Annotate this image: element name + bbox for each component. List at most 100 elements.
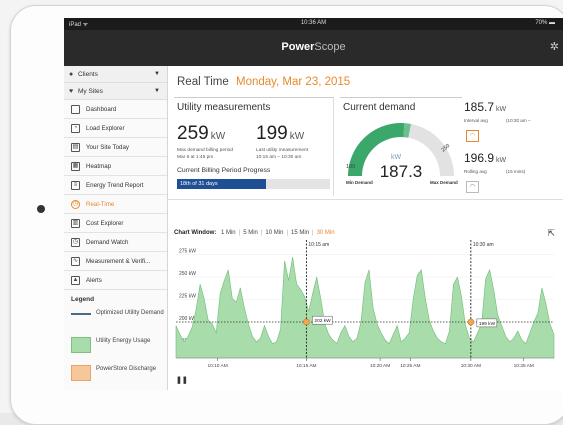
legend-label: PowerStore Discharge xyxy=(96,366,157,372)
interval-gauge-button[interactable]: ◠ xyxy=(466,130,479,142)
billing-progress-title: Current Billing Period Progress xyxy=(177,167,271,174)
sidebar-item-label: Energy Trend Report xyxy=(86,182,144,189)
sites-label: My Sites xyxy=(78,88,103,95)
x-tick-label: 10:20 AM xyxy=(370,363,390,369)
y-tick-label: 275 kW xyxy=(179,249,196,255)
gauge-value: 187.3 xyxy=(380,162,423,181)
sidebar-item-label: Real-Time xyxy=(86,201,115,208)
legend-swatch xyxy=(71,365,91,381)
calendar-icon: ▤ xyxy=(71,143,80,152)
document-icon xyxy=(71,105,80,114)
separator: | xyxy=(312,230,314,236)
gear-icon[interactable]: ✲ xyxy=(549,41,559,53)
time-marker-label: 10:15 am xyxy=(308,242,329,248)
app-header: PowerScope ✲ xyxy=(64,30,563,66)
chart-window-option[interactable]: 30 Min xyxy=(316,230,335,236)
billing-progress-bar: 18th of 31 days xyxy=(177,179,330,189)
interval-avg-value: 185.7 kW xyxy=(464,100,506,114)
legend-label: Utility Energy Usage xyxy=(96,338,151,344)
gauge-left-tick: 180 xyxy=(346,164,355,170)
pause-icon[interactable]: ❚❚ xyxy=(176,377,188,384)
utility-title: Utility measurements xyxy=(177,102,271,113)
sidebar-item-label: Cost Explorer xyxy=(86,220,124,227)
max-demand-date: Mar 6 at 1:45 pm xyxy=(177,155,214,160)
main-content: Real Time Monday, Mar 23, 2015 Utility m… xyxy=(168,66,563,390)
billing-progress-fill: 18th of 31 days xyxy=(177,179,266,189)
max-demand-value: 259 kW xyxy=(177,123,225,145)
legend-item: Utility Energy Usage xyxy=(64,337,167,359)
time-marker-label: 10:30 am xyxy=(473,242,494,248)
sidebar-item-demand-watch[interactable]: ◷ Demand Watch xyxy=(64,233,167,252)
status-time: 10:36 AM xyxy=(300,20,327,26)
chart-window-selector: Chart Window: 1 Min | 5 Min | 10 Min | 15 Min |… xyxy=(174,230,335,236)
sidebar-item-energy-trend-report[interactable]: ≡ Energy Trend Report xyxy=(64,176,167,195)
alert-icon: ▲ xyxy=(71,276,80,285)
clients-selector[interactable]: ● Clients ▼ xyxy=(64,66,167,83)
person-icon: ● xyxy=(69,71,74,78)
gauge-fill xyxy=(348,123,405,177)
rolling-avg-value: 196.9 kW xyxy=(464,151,506,165)
sidebar-item-label: Load Explorer xyxy=(86,125,125,132)
sidebar-item-label: Heatmap xyxy=(86,163,112,170)
last-measure-value: 199 kW xyxy=(256,123,304,145)
rolling-gauge-button[interactable]: ◠ xyxy=(466,181,479,193)
y-tick-label: 250 kW xyxy=(179,271,196,277)
gauge-unit: kW xyxy=(391,154,402,161)
clients-label: Clients xyxy=(78,71,98,78)
sidebar-item-real-time[interactable]: ◷ Real-Time xyxy=(64,195,167,214)
chart-icon: ∿ xyxy=(71,257,80,266)
sidebar-item-label: Alerts xyxy=(86,277,102,284)
x-tick-label: 10:35 AM xyxy=(514,363,534,369)
x-tick-label: 10:25 AM xyxy=(400,363,420,369)
y-tick-label: 225 kW xyxy=(179,294,196,300)
expand-icon[interactable]: ⇱ xyxy=(547,228,555,238)
energy-usage-area xyxy=(175,257,555,359)
app-screen: iPad ᯤ 10:36 AM 70% ▬ PowerScope ✲ ● Cli… xyxy=(64,18,563,390)
x-tick-label: 10:15 AM xyxy=(296,363,316,369)
sites-selector[interactable]: ♥ My Sites ▼ xyxy=(64,83,167,100)
max-demand-number: 259 xyxy=(177,123,209,144)
status-carrier: iPad ᯤ xyxy=(69,22,89,28)
chart-window-label: Chart Window: xyxy=(174,230,217,236)
x-tick-label: 10:30 AM xyxy=(461,363,481,369)
x-tick-label: 10:10 AM xyxy=(207,363,227,369)
separator: | xyxy=(286,230,288,236)
legend-item: PowerStore Discharge xyxy=(64,365,167,387)
page-title-text: Real Time xyxy=(177,76,229,88)
sidebar-item-heatmap[interactable]: ▦ Heatmap xyxy=(64,157,167,176)
sidebar-item-measurement-verifi[interactable]: ∿ Measurement & Verifi... xyxy=(64,252,167,271)
gauge-max-label: Max Demand xyxy=(430,180,458,185)
last-measure-caption: Last utility measurement xyxy=(256,148,308,153)
gauge-fill-edge xyxy=(403,123,411,138)
discharge-point xyxy=(303,318,310,326)
sidebar-item-load-explorer[interactable]: ◔ Load Explorer xyxy=(64,119,167,138)
chevron-down-icon: ▼ xyxy=(154,88,160,94)
chart-window-option[interactable]: 10 Min xyxy=(265,230,284,236)
sidebar-item-alerts[interactable]: ▲ Alerts xyxy=(64,271,167,290)
callout-box xyxy=(476,318,498,328)
status-battery: 70% ▬ xyxy=(535,20,555,26)
rolling-avg-unit: kW xyxy=(496,157,507,164)
sidebar-item-your-site-today[interactable]: ▤ Your Site Today xyxy=(64,138,167,157)
separator: | xyxy=(260,230,263,236)
chart-window-option[interactable]: 1 Min xyxy=(220,230,236,236)
home-button[interactable] xyxy=(37,205,45,213)
chart-window-option[interactable]: 5 Min xyxy=(243,230,258,236)
callout-box xyxy=(312,315,333,325)
sidebar-item-cost-explorer[interactable]: ▥ Cost Explorer xyxy=(64,214,167,233)
legend-swatch xyxy=(71,313,91,315)
callout-label: 199 kW xyxy=(479,321,496,327)
y-tick-label: 200 kW xyxy=(179,316,196,322)
current-demand-panel: Current demand 180 259 kW 187.3 Min Demand Ma… xyxy=(340,97,462,196)
nav-list: Dashboard ◔ Load Explorer ▤ Your Site Today ▦… xyxy=(64,100,167,290)
app-logo: PowerScope xyxy=(64,41,563,53)
watch-icon: ◷ xyxy=(71,238,80,247)
rolling-avg-time: (15 mins) xyxy=(506,169,526,174)
sidebar-item-label: Your Site Today xyxy=(86,144,129,151)
sidebar-item-dashboard[interactable]: Dashboard xyxy=(64,100,167,119)
legend-item: Optimized Utility Demand xyxy=(64,309,167,331)
averages-panel: 185.7 kW Interval avg (10:30 am – ◠ 196.9… xyxy=(463,97,563,196)
chart-window-option[interactable]: 15 Min xyxy=(291,230,310,236)
